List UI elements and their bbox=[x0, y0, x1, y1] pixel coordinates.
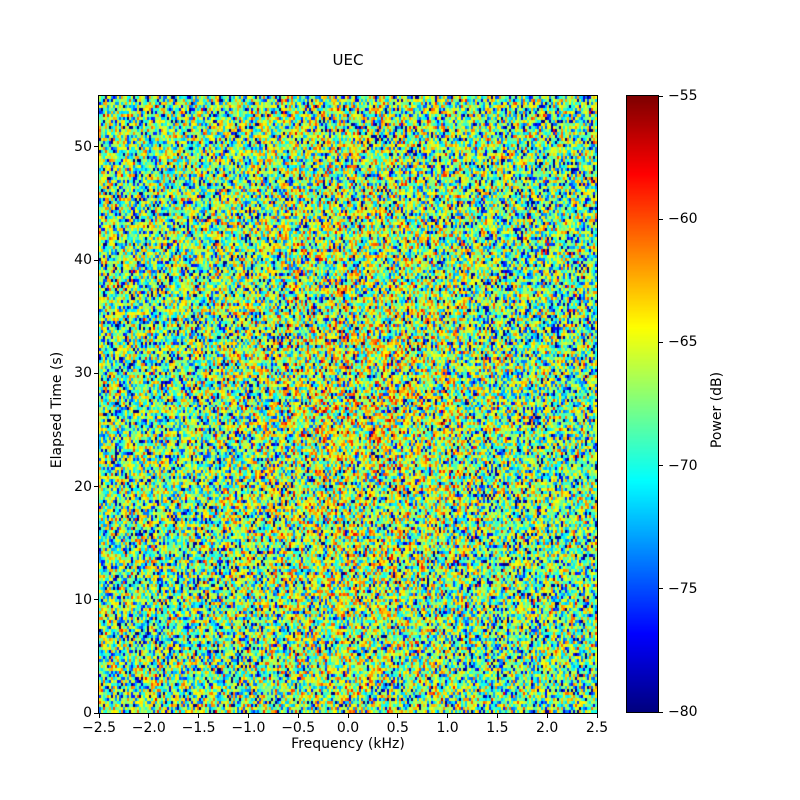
colorbar-tick-mark bbox=[659, 341, 663, 343]
x-tick-mark bbox=[596, 714, 598, 718]
y-tick-mark bbox=[94, 259, 98, 261]
colorbar-tick-label: −70 bbox=[668, 457, 698, 474]
colorbar bbox=[626, 95, 659, 713]
y-tick-label: 50 bbox=[74, 138, 92, 155]
y-tick-mark bbox=[94, 372, 98, 374]
colorbar-tick-label: −55 bbox=[668, 88, 698, 104]
colorbar-tick-mark bbox=[659, 711, 663, 713]
y-tick-label: 0 bbox=[83, 705, 92, 721]
x-tick-label: −1.0 bbox=[231, 720, 266, 736]
colorbar-tick-mark bbox=[659, 588, 663, 590]
x-tick-label: 0.0 bbox=[336, 720, 360, 736]
colorbar-tick-label: −60 bbox=[668, 211, 698, 228]
title-line-uec: UEC bbox=[332, 51, 364, 69]
colorbar-label: Power (dB) bbox=[709, 371, 725, 449]
y-axis-label: Elapsed Time (s) bbox=[49, 351, 65, 469]
x-tick-mark bbox=[447, 714, 449, 718]
colorbar-tick-mark bbox=[659, 218, 663, 220]
colorbar-tick-mark bbox=[659, 95, 663, 97]
x-tick-label: 0.5 bbox=[386, 720, 409, 736]
colorbar-tick-mark bbox=[659, 465, 663, 467]
x-tick-mark bbox=[98, 714, 100, 718]
y-tick-mark bbox=[94, 599, 98, 601]
x-axis-label: Frequency (kHz) bbox=[291, 736, 405, 752]
colorbar-canvas bbox=[627, 96, 658, 712]
y-tick-mark bbox=[94, 712, 98, 714]
x-tick-label: −2.0 bbox=[131, 720, 166, 736]
x-tick-mark bbox=[297, 714, 299, 718]
x-tick-mark bbox=[148, 714, 150, 718]
y-tick-mark bbox=[94, 146, 98, 148]
x-tick-label: −0.5 bbox=[281, 720, 316, 736]
y-tick-label: 10 bbox=[74, 591, 92, 608]
colorbar-tick-label: −75 bbox=[668, 580, 698, 597]
x-tick-mark bbox=[247, 714, 249, 718]
x-tick-label: 1.0 bbox=[436, 720, 459, 736]
x-tick-label: 2.5 bbox=[585, 720, 609, 736]
colorbar-tick-label: −65 bbox=[668, 334, 698, 351]
plot-area bbox=[98, 95, 598, 714]
x-tick-label: 2.0 bbox=[536, 720, 559, 736]
x-tick-mark bbox=[198, 714, 200, 718]
spectrogram-canvas bbox=[99, 96, 597, 713]
x-tick-mark bbox=[347, 714, 349, 718]
x-tick-label: −2.5 bbox=[82, 720, 116, 736]
x-tick-label: −1.5 bbox=[181, 720, 216, 736]
x-tick-mark bbox=[546, 714, 548, 718]
colorbar-tick-label: −80 bbox=[668, 704, 698, 720]
y-tick-mark bbox=[94, 486, 98, 488]
y-tick-label: 30 bbox=[74, 365, 92, 382]
x-tick-mark bbox=[397, 714, 399, 718]
y-tick-label: 40 bbox=[74, 252, 92, 269]
x-tick-mark bbox=[496, 714, 498, 718]
y-tick-label: 20 bbox=[74, 478, 92, 495]
x-tick-label: 1.5 bbox=[486, 720, 509, 736]
